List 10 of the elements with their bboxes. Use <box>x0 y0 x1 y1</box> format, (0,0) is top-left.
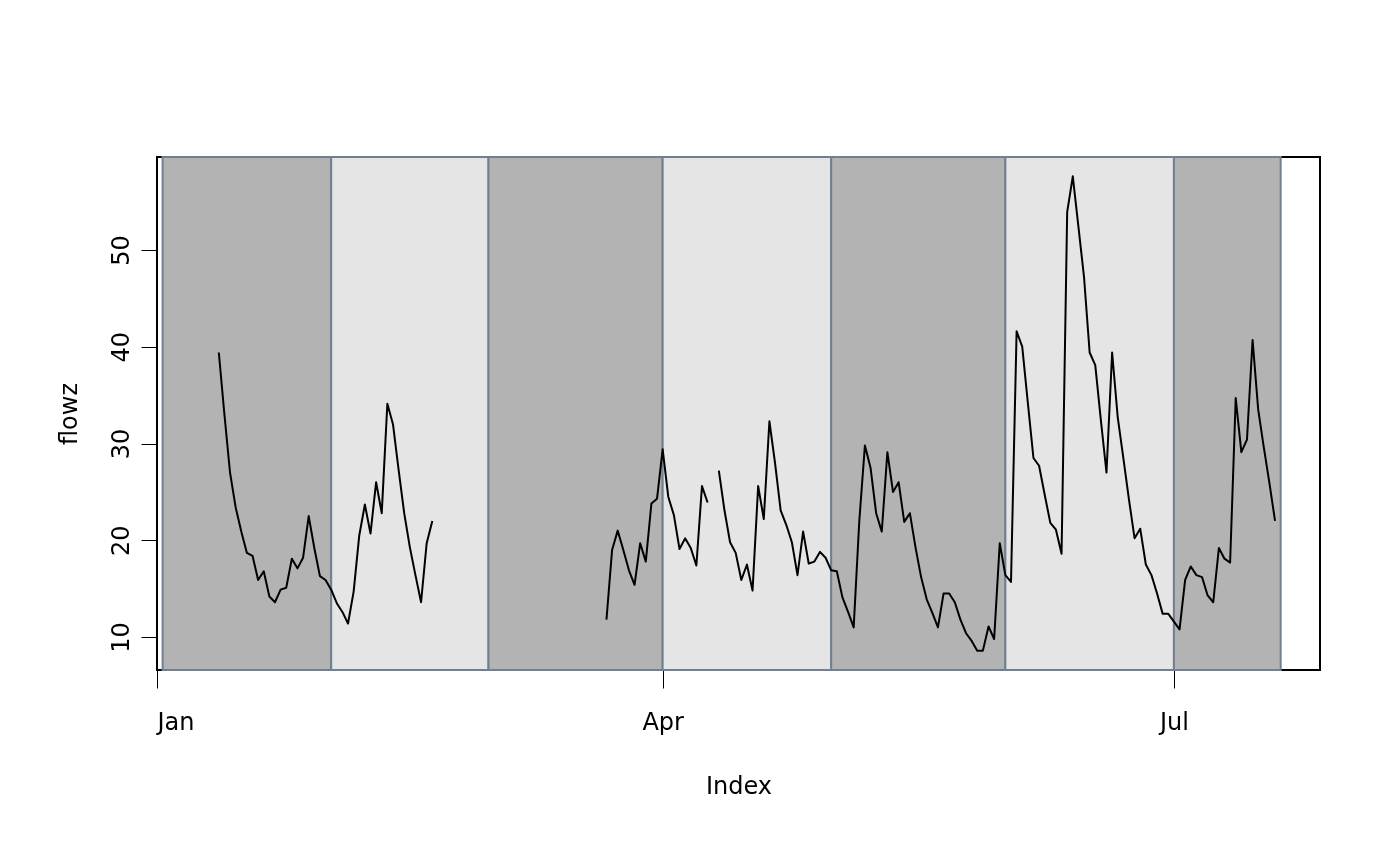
y-tick-label: 50 <box>106 235 135 266</box>
x-tick-label: Apr <box>642 707 685 736</box>
x-tick-label: Jan <box>155 707 195 736</box>
y-tick-label: 20 <box>106 525 135 557</box>
y-axis-title: flowz <box>54 382 83 446</box>
x-axis-title: Index <box>705 771 773 800</box>
x-tick-label: Jul <box>1157 707 1189 736</box>
y-tick-label: 30 <box>106 428 135 460</box>
y-tick-label: 10 <box>106 622 135 653</box>
y-tick-label: 40 <box>106 331 135 363</box>
